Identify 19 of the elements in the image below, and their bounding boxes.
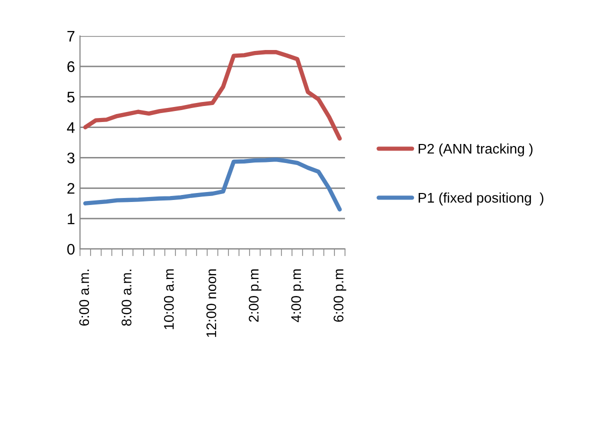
x-tick-label: 6:00 p.m: [334, 269, 346, 322]
legend-label: P2 (ANN tracking ): [418, 143, 532, 156]
x-tick-label: 10:00 a.m: [164, 269, 174, 330]
x-tick-label: 12:00 noon: [206, 269, 216, 337]
y-tick-label: 6: [67, 61, 74, 72]
x-tick-label: 6:00 a.m.: [79, 270, 90, 326]
y-tick-label: 4: [66, 122, 75, 133]
y-tick-label: 2: [67, 183, 74, 194]
line-series: [83, 157, 342, 212]
y-tick-label: 1: [68, 214, 74, 224]
y-tick-label: 3: [67, 152, 74, 164]
x-tick-label: 8:00 a.m.: [122, 270, 132, 326]
y-tick-label: 5: [67, 92, 74, 103]
x-tick-label: 2:00 p.m: [248, 269, 262, 322]
y-tick-label: 0: [67, 244, 75, 255]
legend-label: P1 (fixed positiong ): [418, 192, 544, 206]
line-series: [83, 50, 342, 141]
x-tick-label: 4:00 p.m: [291, 269, 304, 322]
y-tick-label: 7: [67, 31, 74, 42]
